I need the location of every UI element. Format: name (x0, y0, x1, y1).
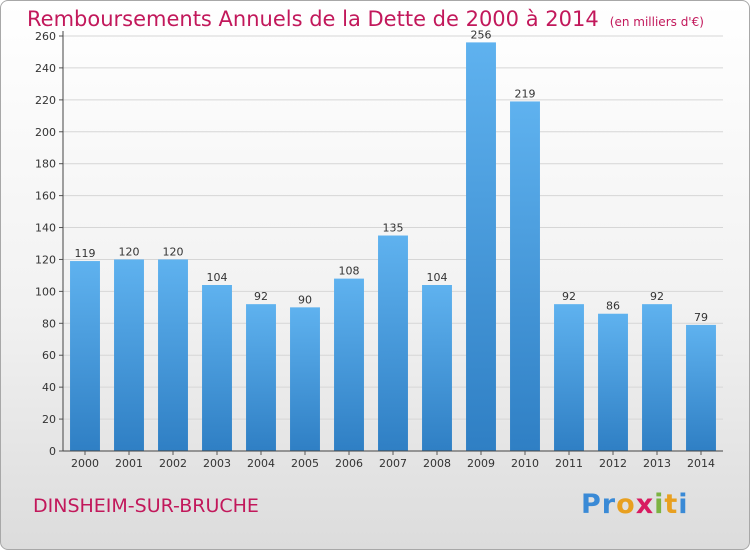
x-tick-label: 2008 (423, 457, 451, 470)
bar-value-label: 120 (163, 245, 184, 258)
x-tick-label: 2011 (555, 457, 583, 470)
x-tick-label: 2012 (599, 457, 627, 470)
bar (554, 304, 584, 451)
bar-value-label: 256 (471, 28, 492, 41)
bar-value-label: 92 (650, 290, 664, 303)
bar (598, 313, 628, 451)
bar (202, 285, 232, 451)
bar-value-label: 104 (207, 271, 228, 284)
bar (334, 278, 364, 451)
x-tick-label: 2002 (159, 457, 187, 470)
proxiti-logo: Proxiti (581, 489, 689, 520)
bar-value-label: 108 (339, 265, 360, 278)
y-tick-label: 40 (42, 381, 56, 394)
bar (422, 285, 452, 451)
y-tick-label: 220 (35, 94, 56, 107)
y-tick-label: 20 (42, 413, 56, 426)
bar-value-label: 219 (515, 87, 536, 100)
x-tick-label: 2009 (467, 457, 495, 470)
x-tick-label: 2005 (291, 457, 319, 470)
chart-title: Remboursements Annuels de la Dette de 20… (27, 7, 599, 31)
y-tick-label: 120 (35, 253, 56, 266)
bar (246, 304, 276, 451)
bar-value-label: 92 (562, 290, 576, 303)
x-tick-label: 2007 (379, 457, 407, 470)
bar-value-label: 135 (383, 222, 404, 235)
chart-unit: (en milliers d'€) (609, 15, 704, 29)
y-tick-label: 100 (35, 285, 56, 298)
y-tick-label: 140 (35, 222, 56, 235)
y-tick-label: 180 (35, 158, 56, 171)
x-tick-label: 2001 (115, 457, 143, 470)
bar (158, 259, 188, 451)
y-tick-label: 200 (35, 126, 56, 139)
y-tick-label: 60 (42, 349, 56, 362)
bar (510, 101, 540, 451)
x-tick-label: 2013 (643, 457, 671, 470)
logo-letter: t (664, 489, 679, 520)
bar-value-label: 92 (254, 290, 268, 303)
bar (642, 304, 672, 451)
x-tick-label: 2004 (247, 457, 275, 470)
logo-letter: x (635, 489, 655, 520)
y-tick-label: 240 (35, 62, 56, 75)
logo-letter: i (678, 489, 689, 520)
x-tick-label: 2000 (71, 457, 99, 470)
x-tick-label: 2006 (335, 457, 363, 470)
y-tick-label: 160 (35, 190, 56, 203)
bar-value-label: 79 (694, 311, 708, 324)
bar (290, 307, 320, 451)
bar-value-label: 119 (75, 247, 96, 260)
bar (70, 261, 100, 451)
y-tick-label: 80 (42, 317, 56, 330)
bar (686, 324, 716, 451)
x-tick-label: 2010 (511, 457, 539, 470)
logo-letter: P (581, 489, 602, 520)
y-tick-label: 0 (49, 445, 56, 458)
bar-value-label: 120 (119, 245, 140, 258)
logo-letter: r (601, 489, 617, 520)
title-row: Remboursements Annuels de la Dette de 20… (27, 7, 704, 31)
y-tick-label: 260 (35, 30, 56, 43)
bar (466, 42, 496, 452)
bar-value-label: 104 (427, 271, 448, 284)
bar-value-label: 86 (606, 300, 620, 313)
x-tick-label: 2003 (203, 457, 231, 470)
logo-letter: o (616, 489, 636, 520)
bar-value-label: 90 (298, 293, 312, 306)
logo-letter: i (654, 489, 665, 520)
x-tick-label: 2014 (687, 457, 715, 470)
commune-name: DINSHEIM-SUR-BRUCHE (33, 495, 259, 517)
bar (378, 235, 408, 451)
bar (114, 259, 144, 451)
